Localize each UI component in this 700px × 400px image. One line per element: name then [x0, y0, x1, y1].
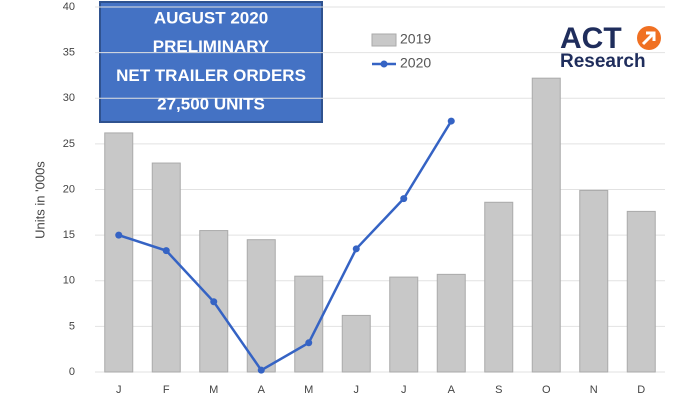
y-tick-label: 35 [63, 47, 75, 59]
legend-swatch [371, 33, 397, 47]
line-marker [257, 366, 265, 374]
bar [104, 132, 134, 373]
title-line: PRELIMINARY [153, 37, 270, 56]
legend-label: 2020 [400, 55, 431, 71]
line-marker [400, 195, 408, 203]
x-tick-label: J [401, 384, 407, 396]
x-tick-label: S [495, 384, 502, 396]
y-tick-label: 5 [69, 320, 75, 332]
y-tick-label: 30 [63, 92, 75, 104]
x-tick-label: J [354, 384, 360, 396]
bar [579, 189, 609, 373]
title-line: AUGUST 2020 [154, 8, 268, 27]
x-tick-label: A [258, 384, 266, 396]
bar [531, 77, 561, 373]
title-line: 27,500 UNITS [157, 95, 265, 114]
x-tick-label: F [163, 384, 170, 396]
logo-subtext: Research [560, 51, 646, 72]
y-tick-label: 25 [63, 138, 75, 150]
y-tick-label: 10 [63, 275, 75, 287]
bar [246, 239, 276, 373]
line-marker [305, 339, 313, 347]
x-tick-label: O [542, 384, 551, 396]
x-tick-label: J [116, 384, 122, 396]
x-tick-label: M [304, 384, 313, 396]
y-tick-label: 20 [63, 183, 75, 195]
line-marker [352, 245, 360, 253]
y-tick-label: 15 [63, 229, 75, 241]
x-tick-label: M [209, 384, 218, 396]
x-tick-label: D [637, 384, 645, 396]
title-line: NET TRAILER ORDERS [116, 66, 306, 85]
logo-arrow [641, 31, 656, 46]
bar [436, 273, 466, 373]
line-marker [162, 247, 170, 255]
bar [484, 201, 514, 373]
y-axis-label: Units in '000s [32, 161, 47, 239]
legend-swatch [380, 60, 388, 68]
line-marker [210, 298, 218, 306]
line-marker [115, 231, 123, 239]
legend-label: 2019 [400, 31, 431, 47]
x-tick-label: N [590, 384, 598, 396]
y-tick-label: 40 [63, 1, 75, 13]
bar [389, 276, 419, 373]
line [118, 120, 453, 372]
line-marker [447, 117, 455, 125]
bar [626, 210, 656, 373]
logo-text: ACT [560, 22, 622, 55]
y-tick-label: 0 [69, 366, 75, 378]
bar [151, 162, 181, 373]
bar [341, 314, 371, 373]
x-tick-label: A [448, 384, 456, 396]
title-box [99, 1, 323, 123]
